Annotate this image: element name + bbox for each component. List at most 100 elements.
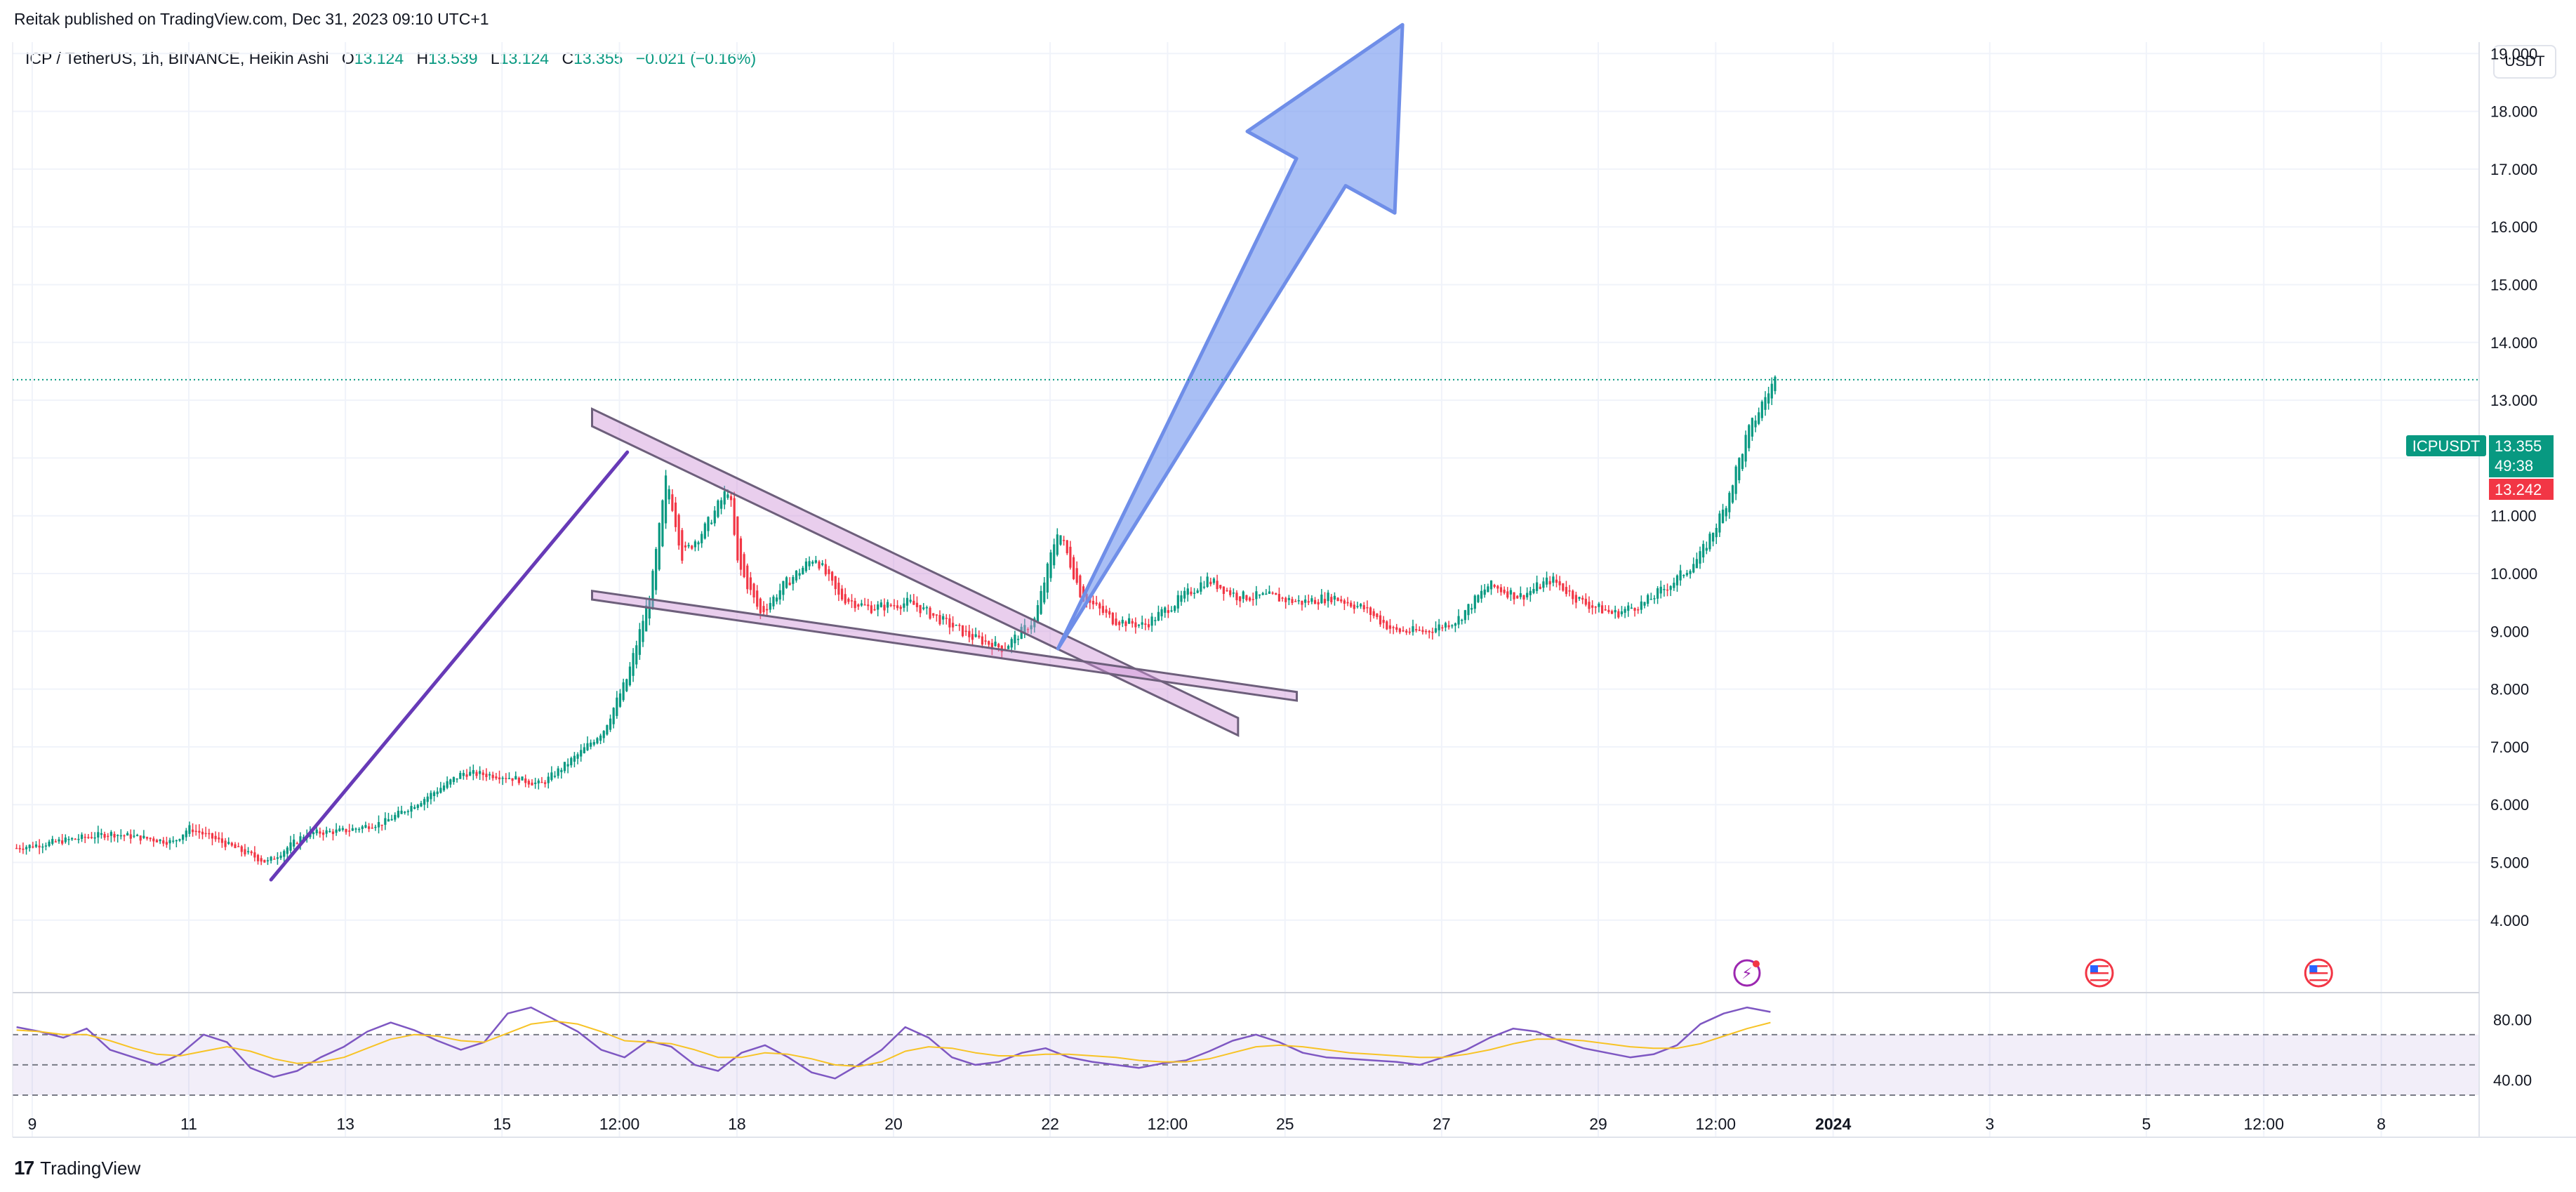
candle-body: [664, 475, 668, 524]
candle-body: [1320, 594, 1323, 604]
us-flag-icon[interactable]: [2085, 958, 2114, 988]
candle-body: [628, 666, 632, 686]
candle-body: [15, 847, 18, 849]
candle-body: [1614, 609, 1616, 613]
candle-body: [1447, 625, 1450, 628]
candle-body: [234, 844, 237, 849]
candle-body: [1461, 619, 1463, 621]
time-tick-label: 2024: [1815, 1115, 1851, 1133]
candle-body: [1150, 616, 1153, 626]
candle-body: [1157, 611, 1160, 621]
candle-body: [325, 830, 328, 834]
candle-body: [1692, 564, 1695, 573]
candle-body: [1513, 592, 1515, 600]
candle-body: [1183, 590, 1186, 599]
candle-body: [1516, 595, 1519, 599]
candle-body: [1731, 485, 1734, 503]
tradingview-logo[interactable]: 17 TradingView: [14, 1154, 140, 1182]
candle-body: [1663, 588, 1666, 590]
candle-body: [1685, 573, 1689, 576]
price-tick-label: 17.000: [2490, 161, 2537, 178]
event-icons[interactable]: ⚡: [1733, 958, 2333, 988]
candle-body: [117, 835, 119, 836]
candle-body: [345, 828, 347, 833]
candle-body: [1467, 604, 1470, 616]
candle-body: [331, 831, 335, 835]
candle-body: [279, 855, 282, 859]
candle-body: [618, 693, 622, 707]
candle-body: [1111, 612, 1114, 625]
candle-body: [1764, 397, 1767, 410]
candle-body: [371, 827, 373, 829]
candle-body: [1310, 598, 1313, 602]
candle-body: [915, 602, 919, 607]
candle-body: [1751, 418, 1753, 437]
candle-body: [1438, 624, 1440, 630]
candle-body: [1108, 611, 1111, 615]
candle-body: [270, 856, 272, 861]
candle-body: [449, 779, 452, 785]
candle-body: [1222, 586, 1225, 595]
candle-body: [1372, 611, 1375, 616]
candle-body: [834, 576, 837, 590]
candle-body: [905, 597, 909, 606]
high-value: 13.539: [428, 49, 478, 67]
candle-body: [964, 630, 967, 632]
candle-body: [534, 782, 537, 784]
candle-body: [1519, 593, 1522, 597]
candle-body: [1265, 593, 1268, 595]
candle-body: [1202, 586, 1206, 588]
candle-body: [746, 565, 749, 590]
candle-body: [273, 859, 276, 860]
candle-body: [482, 772, 484, 775]
axes: 19.000 18.000 17.000 16.000 15.000 14.000 13.0…: [12, 42, 2576, 1138]
candle-body: [602, 731, 605, 739]
candle-body: [531, 782, 533, 786]
candle-body: [384, 818, 387, 825]
candle-body: [400, 810, 403, 814]
candle-body: [436, 791, 439, 795]
candle-body: [312, 832, 315, 835]
trend-line: [269, 450, 630, 882]
candle-body: [152, 838, 155, 842]
candle-body: [988, 641, 990, 645]
candle-body: [410, 806, 413, 812]
candle-body: [191, 829, 194, 833]
candle-body: [289, 842, 292, 851]
candle-body: [1069, 546, 1072, 568]
candle-body: [276, 857, 279, 859]
price-tick-label: 5.000: [2490, 854, 2529, 872]
lightning-icon[interactable]: ⚡: [1733, 959, 1761, 987]
candle-body: [590, 742, 592, 747]
candle-body: [743, 554, 745, 578]
candle-body: [867, 604, 870, 607]
price-tick-label: 11.000: [2490, 508, 2537, 525]
flag-stripe: [2309, 976, 2328, 978]
price-tags: ICPUSDT 13.355 49:38 13.242: [2406, 435, 2554, 500]
candle-body: [808, 561, 811, 567]
last-price-tag: 13.355: [2495, 437, 2542, 455]
symbol-name[interactable]: ICP / TetherUS, 1h, BINANCE, Heikin Ashi: [25, 49, 329, 67]
candle-body: [1356, 606, 1359, 607]
flag-stripe: [2309, 979, 2328, 981]
candle-body: [844, 594, 847, 604]
candle-body: [1594, 607, 1597, 608]
currency-button[interactable]: USDT: [2493, 45, 2556, 79]
us-flag-icon[interactable]: [2304, 958, 2333, 988]
candle-body: [1669, 585, 1672, 590]
candle-body: [1526, 592, 1529, 597]
candle-body: [1473, 595, 1476, 609]
candle-body: [1180, 595, 1183, 602]
wedge-channel: [591, 407, 1240, 737]
price-tick-label: 19.000: [2490, 45, 2537, 62]
candle-body: [1294, 601, 1297, 602]
candle-body: [498, 777, 501, 780]
drawings[interactable]: [269, 22, 1405, 882]
symbol-tag-bg: [2406, 435, 2486, 456]
candle-body: [1451, 625, 1454, 627]
candle-body: [1431, 631, 1434, 633]
price-tick-label: 10.000: [2490, 565, 2537, 583]
candle-body: [109, 832, 112, 836]
candle-body: [319, 831, 321, 834]
